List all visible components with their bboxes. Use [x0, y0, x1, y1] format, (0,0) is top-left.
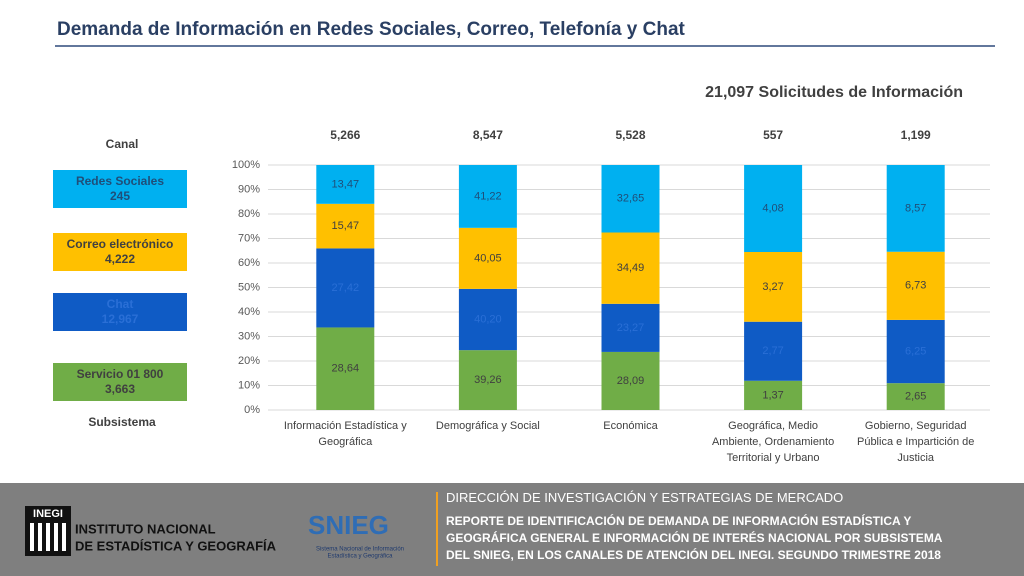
footer-direction: DIRECCIÓN DE INVESTIGACIÓN Y ESTRATEGIAS…: [446, 490, 844, 505]
footer-report: REPORTE DE IDENTIFICACIÓN DE DEMANDA DE …: [446, 514, 912, 528]
institute-name: DE ESTADÍSTICA Y GEOGRAFÍA: [75, 538, 277, 553]
x-tick-label: Gobierno, Seguridad Pública e Impartició…: [856, 420, 975, 464]
bar-segment: [458, 350, 517, 410]
bar-segment: [886, 251, 945, 320]
bar-segment: [744, 165, 803, 252]
data-label: 32,65: [617, 193, 645, 205]
footer-band: [0, 483, 1024, 576]
bar-segment: [886, 319, 945, 384]
legend-title: Canal: [106, 137, 139, 151]
y-tick-label: 80%: [238, 208, 260, 220]
data-label: 23,27: [617, 322, 645, 334]
bar-segment: [886, 165, 945, 252]
legend-count: 12,967: [101, 312, 139, 326]
x-tick-label: Información Estadística y Geográfica: [283, 420, 407, 448]
data-label: 40,05: [474, 252, 502, 264]
chart-subtitle: 21,097 Solicitudes de Información: [705, 84, 963, 101]
legend-item: Correo electrónico 4,222: [53, 233, 187, 271]
data-label: 15,47: [332, 220, 360, 232]
y-tick-label: 30%: [238, 330, 260, 342]
data-label: 6,25: [905, 345, 926, 357]
bar-segment: [458, 227, 517, 289]
data-label: 41,22: [474, 190, 502, 202]
bar-segment: [601, 165, 660, 233]
data-label: 1,37: [762, 389, 783, 401]
x-tick-label: Económica: [603, 420, 658, 432]
x-tick-label: Demográfica y Social: [435, 420, 540, 432]
y-tick-label: 100%: [232, 159, 260, 171]
y-tick-label: 70%: [238, 232, 260, 244]
data-label: 2,65: [905, 390, 926, 402]
legend-name: Redes Sociales: [75, 174, 165, 188]
column-total: 8,547: [473, 128, 503, 142]
y-tick-label: 40%: [238, 306, 260, 318]
inegi-mark: INEGI: [33, 508, 63, 520]
column-total: 557: [763, 128, 783, 142]
data-label: 6,73: [905, 280, 926, 292]
bar-segment: [601, 232, 660, 304]
y-tick-label: 60%: [238, 257, 260, 269]
data-label: 39,26: [474, 374, 502, 386]
bar-segment: [316, 327, 375, 410]
data-label: 40,20: [474, 313, 502, 325]
y-tick-label: 50%: [238, 281, 260, 293]
bar-segment: [744, 380, 803, 410]
institute-name: INSTITUTO NACIONAL: [75, 521, 216, 536]
legend-name: Chat: [106, 297, 134, 311]
bar-segment: [458, 288, 517, 351]
data-label: 8,57: [905, 202, 926, 214]
bar-segment: [316, 203, 375, 249]
bar-segment: [744, 321, 803, 381]
legend-item: Chat 12,967: [53, 293, 187, 331]
legend-footer: Subsistema: [88, 415, 156, 429]
bar-segment: [744, 251, 803, 322]
legend-count: 245: [109, 189, 131, 203]
y-tick-label: 90%: [238, 183, 260, 195]
data-label: 28,64: [332, 363, 360, 375]
legend-name: Correo electrónico: [66, 237, 174, 251]
snieg-name: Sistema Nacional de Información: [316, 547, 404, 553]
y-tick-label: 0%: [244, 404, 260, 416]
bar-segment: [316, 165, 375, 204]
bar-segment: [458, 165, 517, 228]
inegi-logo-grid: [30, 523, 66, 551]
bar-segment: [316, 248, 375, 328]
column-total: 1,199: [901, 128, 931, 142]
snieg-logo: SNIEG: [308, 510, 389, 540]
legend-count: 4,222: [104, 252, 136, 266]
y-tick-label: 10%: [238, 379, 260, 391]
x-tick-label: Geográfica, Medio Ambiente, Ordenamiento…: [711, 420, 835, 464]
footer-report: GEOGRÁFICA GENERAL E INFORMACIÓN DE INTE…: [446, 531, 943, 545]
data-label: 27,42: [332, 282, 360, 294]
legend-count: 3,663: [104, 382, 136, 396]
column-total: 5,266: [330, 128, 360, 142]
bar-segment: [886, 383, 945, 410]
slide-title: Demanda de Información en Redes Sociales…: [57, 19, 686, 40]
data-label: 13,47: [332, 178, 360, 190]
data-label: 34,49: [617, 262, 645, 274]
bar-segment: [601, 303, 660, 352]
y-tick-label: 20%: [238, 355, 260, 367]
legend-item: Servicio 01 800 3,663: [53, 363, 187, 401]
column-total: 5,528: [615, 128, 645, 142]
footer-report: DEL SNIEG, EN LOS CANALES DE ATENCIÓN DE…: [446, 548, 941, 562]
legend-name: Servicio 01 800: [76, 367, 164, 381]
data-label: 28,09: [617, 375, 645, 387]
bar-segment: [601, 351, 660, 410]
data-label: 2,77: [762, 345, 783, 357]
legend-item: Redes Sociales 245: [53, 170, 187, 208]
data-label: 4,08: [762, 202, 783, 214]
snieg-name: Estadística y Geográfica: [327, 554, 393, 560]
data-label: 3,27: [762, 281, 783, 293]
